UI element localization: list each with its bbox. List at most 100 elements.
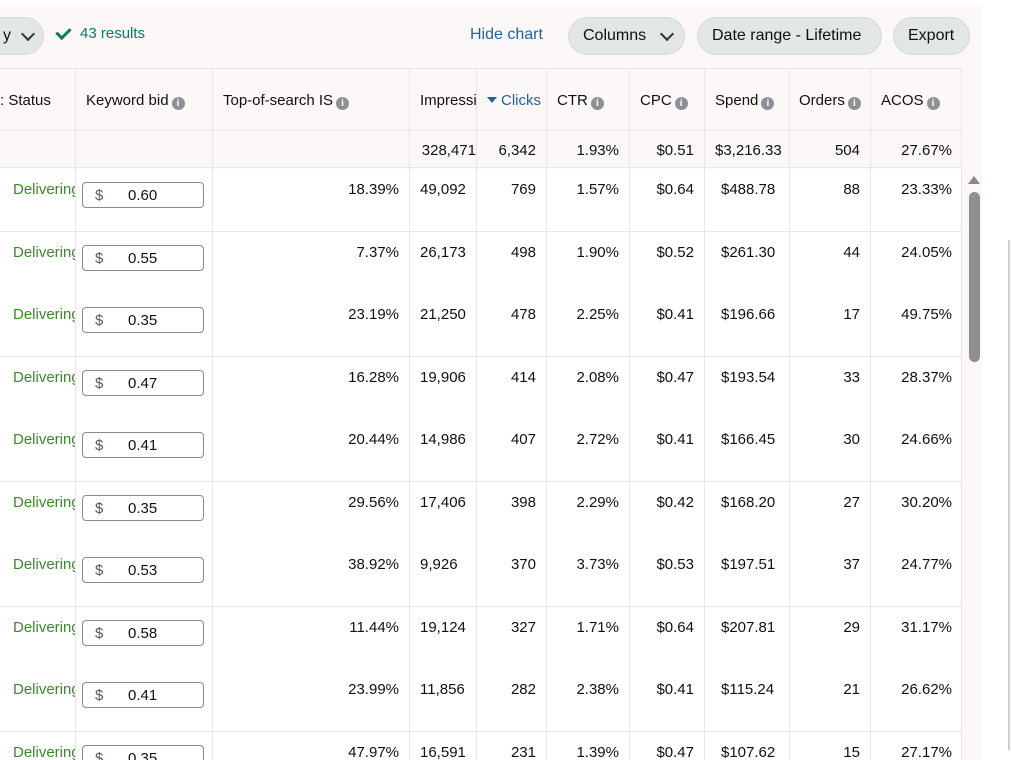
ctr-value: 2.08%: [576, 369, 619, 386]
table-row[interactable]: Delivering $0.58 11.44% 19,124 327 1.71% $0.64…: [0, 607, 962, 670]
info-icon[interactable]: i: [674, 97, 688, 110]
currency-symbol: $: [95, 187, 104, 204]
orders-value: 29: [843, 619, 860, 636]
date-range-button[interactable]: Date range - Lifetime: [697, 17, 882, 55]
info-icon[interactable]: i: [171, 97, 185, 110]
ctr-value: 1.90%: [576, 244, 619, 261]
impressions-value: 14,986: [420, 431, 466, 448]
column-header-cpc[interactable]: CPC i: [640, 69, 704, 131]
table-row[interactable]: Delivering $0.35 47.97% 16,591 231 1.39% $0.47…: [0, 732, 962, 760]
clicks-value: 407: [510, 431, 536, 448]
cpc-value: $0.52: [656, 244, 694, 261]
table-row[interactable]: Delivering $0.53 38.92% 9,926 370 3.73% $0.53 $…: [0, 544, 962, 607]
impressions-value: 19,906: [420, 369, 466, 386]
keyword-bid-input[interactable]: $0.60: [82, 182, 204, 208]
keyword-bid-input[interactable]: $0.35: [82, 307, 204, 333]
currency-symbol: $: [95, 625, 104, 642]
total-spend: $3,216.33: [715, 142, 782, 159]
column-header-ctr[interactable]: CTR i: [557, 69, 629, 131]
info-icon[interactable]: i: [847, 97, 861, 110]
top-of-search-value: 23.19%: [348, 306, 399, 323]
top-divider: [0, 0, 982, 5]
top-of-search-value: 18.39%: [348, 181, 399, 198]
column-header-cpc-label: CPC: [640, 92, 672, 109]
date-range-label: Date range - Lifetime: [712, 27, 862, 44]
spend-value: $166.45: [721, 431, 776, 448]
top-of-search-value: 47.97%: [348, 744, 399, 760]
currency-symbol: $: [95, 750, 104, 760]
spend-value: $261.30: [721, 244, 776, 261]
column-header-status[interactable]: : Status: [0, 69, 75, 131]
table-row[interactable]: Delivering $0.41 23.99% 11,856 282 2.38% $0.41…: [0, 669, 962, 732]
currency-symbol: $: [95, 250, 104, 267]
clicks-value: 769: [510, 181, 536, 198]
impressions-value: 17,406: [420, 494, 466, 511]
orders-value: 30: [843, 431, 860, 448]
info-icon[interactable]: i: [926, 97, 940, 110]
acos-value: 24.77%: [901, 556, 952, 573]
keyword-bid-value: 0.35: [128, 500, 158, 517]
table-row[interactable]: Delivering $0.41 20.44% 14,986 407 2.72% $0.41…: [0, 419, 962, 482]
column-header-keyword-bid[interactable]: Keyword bid i: [86, 69, 212, 131]
orders-value: 17: [843, 306, 860, 323]
top-of-search-value: 16.28%: [348, 369, 399, 386]
column-divider: [409, 68, 410, 760]
cpc-value: $0.53: [656, 556, 694, 573]
status-prefix: :: [0, 92, 5, 109]
column-divider: [546, 68, 547, 760]
keyword-bid-value: 0.35: [128, 312, 158, 329]
keyword-bid-value: 0.53: [128, 562, 158, 579]
ctr-value: 2.25%: [576, 306, 619, 323]
table-row[interactable]: Delivering $0.35 23.19% 21,250 478 2.25% $0.41…: [0, 294, 962, 357]
info-icon[interactable]: i: [336, 97, 350, 110]
currency-symbol: $: [95, 687, 104, 704]
status-text: Delivering: [13, 619, 76, 636]
table-row[interactable]: Delivering $0.35 29.56% 17,406 398 2.29% $0.42…: [0, 482, 962, 545]
currency-symbol: $: [95, 375, 104, 392]
column-header-spend[interactable]: Spend i: [715, 69, 789, 131]
acos-value: 24.05%: [901, 244, 952, 261]
info-icon[interactable]: i: [590, 97, 604, 110]
column-header-spend-label: Spend: [715, 92, 759, 109]
column-header-orders[interactable]: Orders i: [799, 69, 870, 131]
column-header-impressions[interactable]: Impressi: [420, 69, 476, 131]
impressions-value: 19,124: [420, 619, 466, 636]
scroll-up-arrow-icon[interactable]: [968, 176, 980, 184]
keyword-bid-value: 0.41: [128, 437, 158, 454]
column-header-top-of-search-label: Top-of-search IS: [223, 92, 334, 109]
hide-chart-link[interactable]: Hide chart: [470, 26, 543, 43]
spend-value: $193.54: [721, 369, 776, 386]
column-header-top-of-search[interactable]: Top-of-search IS i: [223, 69, 409, 131]
ctr-value: 3.73%: [576, 556, 619, 573]
page-scrollbar[interactable]: [1008, 240, 1010, 750]
keyword-bid-input[interactable]: $0.35: [82, 495, 204, 521]
table-row[interactable]: Delivering $0.55 7.37% 26,173 498 1.90% $0.52 $…: [0, 232, 962, 295]
campaign-keywords-panel: y 43 results Hide chart Columns Date ran…: [0, 0, 982, 760]
info-icon[interactable]: i: [761, 97, 775, 110]
table-row[interactable]: Delivering $0.47 16.28% 19,906 414 2.08% $0.47…: [0, 357, 962, 420]
checkmark-icon: [55, 23, 72, 40]
filter-dropdown-button[interactable]: y: [0, 17, 44, 55]
column-divider: [212, 68, 213, 760]
keyword-bid-input[interactable]: $0.41: [82, 432, 204, 458]
acos-value: 26.62%: [901, 681, 952, 698]
spend-value: $207.81: [721, 619, 776, 636]
keyword-bid-input[interactable]: $0.58: [82, 620, 204, 646]
keyword-bid-input[interactable]: $0.41: [82, 682, 204, 708]
cpc-value: $0.47: [656, 744, 694, 760]
table-row[interactable]: Delivering $0.60 18.39% 49,092 769 1.57% $0.64…: [0, 169, 962, 232]
keyword-bid-input[interactable]: $0.53: [82, 557, 204, 583]
keyword-bid-input[interactable]: $0.47: [82, 370, 204, 396]
cpc-value: $0.41: [656, 306, 694, 323]
keyword-bid-input[interactable]: $0.35: [82, 745, 204, 760]
table-scrollbar-thumb[interactable]: [969, 192, 980, 362]
keyword-bid-input[interactable]: $0.55: [82, 245, 204, 271]
columns-button[interactable]: Columns: [568, 17, 685, 55]
total-orders: 504: [834, 142, 860, 159]
column-header-clicks[interactable]: Clicks: [487, 69, 546, 131]
column-header-acos[interactable]: ACOS i: [881, 69, 961, 131]
export-button[interactable]: Export: [893, 17, 970, 55]
impressions-value: 26,173: [420, 244, 466, 261]
columns-button-label: Columns: [583, 27, 647, 44]
acos-value: 24.66%: [901, 431, 952, 448]
